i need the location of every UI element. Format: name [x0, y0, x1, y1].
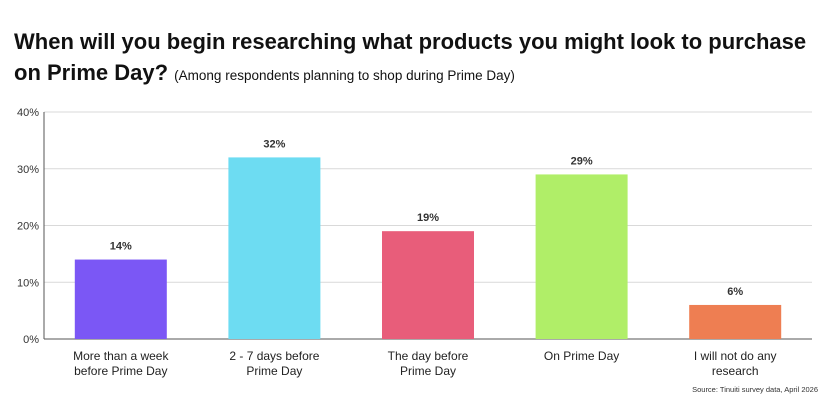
- bar: [228, 157, 321, 339]
- x-tick-label: Prime Day: [400, 364, 456, 378]
- x-tick-label: 2 - 7 days before: [229, 349, 319, 363]
- data-label: 19%: [417, 212, 439, 224]
- chart-title: When will you begin researching what pro…: [14, 26, 824, 91]
- x-tick-label: On Prime Day: [544, 349, 619, 363]
- bar: [74, 259, 167, 339]
- bar: [382, 231, 474, 339]
- x-tick-label: I will not do any: [694, 349, 777, 363]
- data-label: 29%: [571, 155, 593, 167]
- x-tick-label: before Prime Day: [74, 364, 167, 378]
- chart-subtitle: (Among respondents planning to shop duri…: [174, 68, 515, 83]
- data-label: 14%: [110, 241, 132, 253]
- x-tick-label: Prime Day: [246, 364, 302, 378]
- x-tick-label: More than a week: [73, 349, 169, 363]
- bar: [689, 304, 782, 339]
- source-note: Source: Tinuiti survey data, April 2026: [692, 385, 818, 394]
- data-label: 32%: [263, 138, 285, 150]
- x-tick-label: The day before: [388, 349, 469, 363]
- y-tick-label: 40%: [17, 107, 39, 119]
- y-tick-label: 20%: [17, 221, 39, 233]
- data-label: 6%: [727, 286, 743, 298]
- x-tick-label: research: [712, 364, 759, 378]
- y-tick-label: 0%: [23, 334, 39, 346]
- y-tick-label: 10%: [17, 277, 39, 289]
- bar: [535, 174, 628, 339]
- y-tick-label: 30%: [17, 164, 39, 176]
- chart-title-text: When will you begin researching what pro…: [14, 29, 807, 85]
